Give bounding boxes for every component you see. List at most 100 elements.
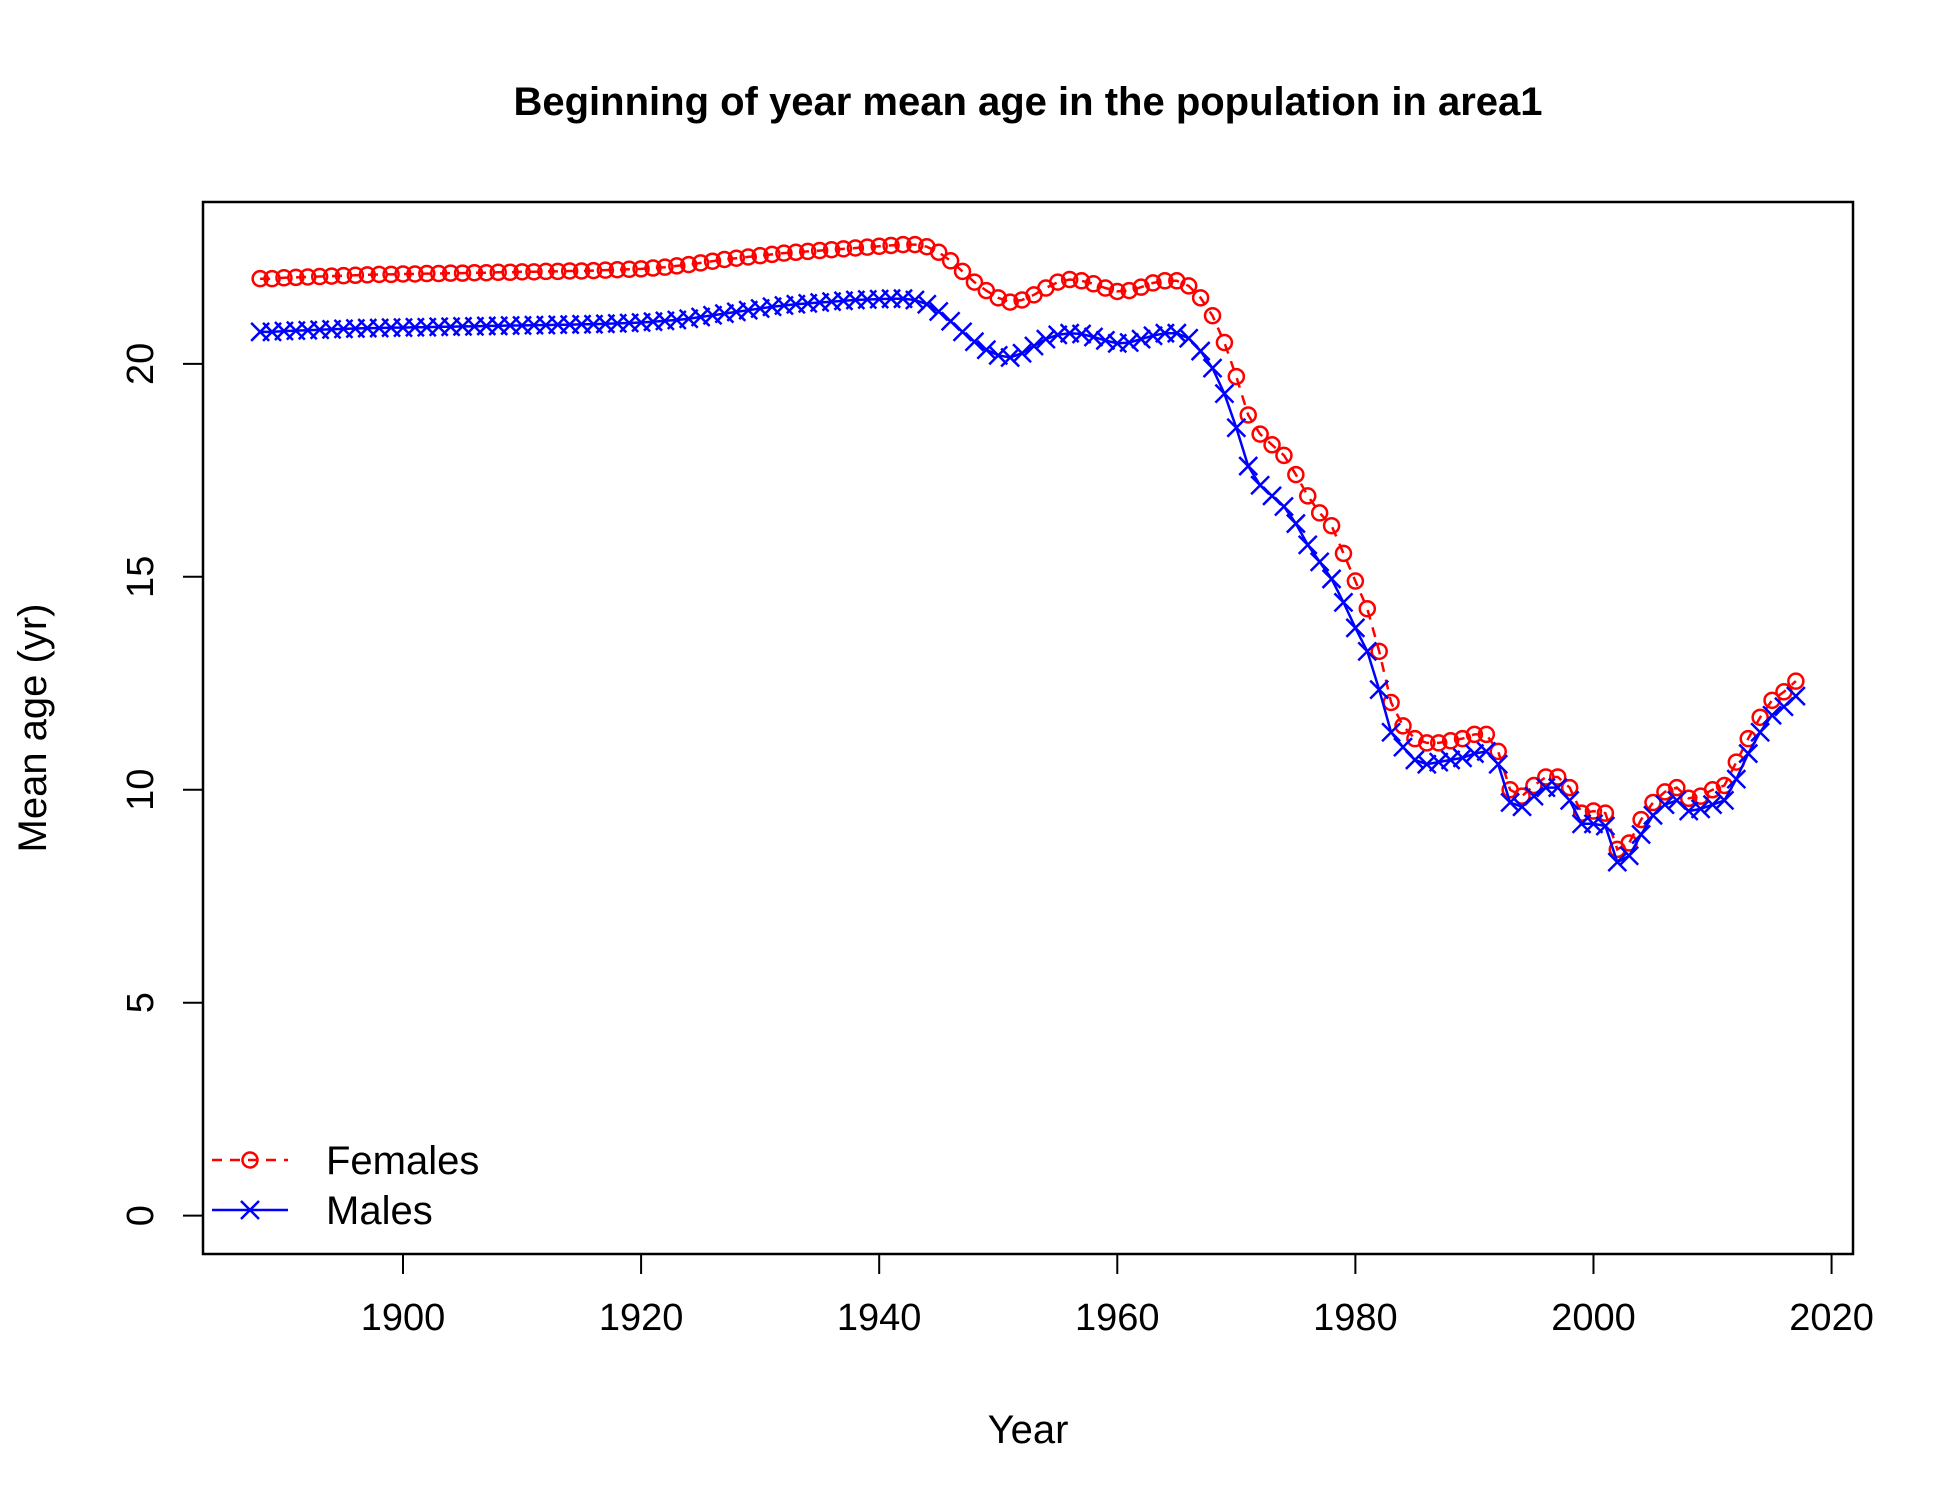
y-axis-label: Mean age (yr) — [11, 604, 55, 853]
data-point — [1441, 732, 1460, 750]
data-point — [429, 264, 448, 283]
data-point — [1644, 793, 1662, 812]
data-point — [394, 265, 412, 283]
data-point — [1655, 794, 1675, 815]
data-point — [1668, 778, 1686, 797]
data-point — [1549, 768, 1567, 786]
data-point — [263, 269, 281, 288]
data-point — [310, 267, 329, 286]
data-point — [1619, 845, 1640, 866]
data-point — [537, 262, 555, 281]
data-point — [1631, 824, 1651, 845]
data-point — [620, 260, 638, 279]
data-point — [834, 240, 853, 258]
data-point — [1072, 272, 1091, 290]
data-point — [1381, 722, 1401, 743]
data-point — [1489, 742, 1507, 761]
data-point — [1321, 569, 1342, 589]
data-point — [668, 257, 686, 275]
data-point — [1203, 306, 1222, 325]
data-point — [1179, 277, 1198, 295]
data-point — [1394, 717, 1412, 735]
data-point — [572, 262, 591, 280]
data-point — [989, 289, 1007, 307]
data-point — [953, 262, 972, 281]
data-point — [965, 273, 984, 291]
data-point — [810, 241, 829, 260]
data-point — [1238, 456, 1259, 476]
legend: Females Males — [212, 1139, 479, 1233]
data-point — [846, 239, 865, 257]
x-axis-label: Year — [988, 1408, 1069, 1452]
data-point — [1702, 794, 1723, 815]
data-point — [775, 244, 793, 262]
x-tick-label: 1940 — [837, 1297, 922, 1339]
legend-label: Females — [326, 1139, 479, 1183]
x-tick-label: 2020 — [1789, 1297, 1874, 1339]
y-tick-label: 0 — [120, 1205, 162, 1226]
data-point — [799, 242, 817, 261]
data-point — [679, 255, 698, 274]
legend-item-females: Females — [212, 1139, 479, 1183]
data-point — [1143, 325, 1163, 346]
data-point — [1285, 513, 1306, 534]
data-point — [1370, 642, 1388, 661]
data-point — [322, 267, 341, 285]
data-point — [513, 263, 531, 281]
data-point — [1049, 273, 1067, 291]
data-point — [763, 245, 781, 264]
x-tick-label: 2000 — [1551, 1297, 1636, 1339]
legend-label: Males — [326, 1189, 433, 1233]
data-point — [1215, 333, 1234, 352]
data-point — [1035, 329, 1056, 350]
data-point — [916, 294, 937, 315]
data-point — [1012, 343, 1032, 364]
data-point — [1537, 768, 1555, 786]
data-point — [346, 266, 365, 285]
data-point — [882, 236, 900, 255]
x-tick-label: 1960 — [1075, 1297, 1160, 1339]
data-point — [608, 260, 627, 279]
data-point — [1429, 734, 1448, 752]
data-point — [1299, 487, 1317, 505]
data-point — [287, 268, 305, 287]
data-point — [406, 265, 424, 283]
data-point — [1358, 599, 1377, 618]
data-point — [1559, 790, 1580, 811]
data-point — [952, 322, 973, 342]
data-point — [1322, 516, 1341, 535]
y-tick-label: 10 — [120, 769, 162, 811]
data-point — [1488, 754, 1509, 775]
data-point — [976, 339, 997, 360]
data-point — [1202, 358, 1223, 378]
data-point — [1333, 592, 1354, 613]
data-point — [1190, 341, 1211, 361]
data-point — [1239, 406, 1257, 424]
data-point — [1120, 281, 1138, 300]
data-point — [1762, 705, 1782, 726]
data-point — [1560, 778, 1579, 797]
data-point — [549, 262, 567, 281]
data-point — [787, 243, 805, 262]
data-point — [941, 252, 960, 270]
data-point — [382, 265, 400, 284]
data-point — [275, 269, 293, 287]
data-point — [1464, 743, 1485, 764]
data-point — [1525, 776, 1543, 795]
data-point — [1297, 534, 1318, 555]
data-point — [1084, 275, 1103, 293]
data-point — [1416, 754, 1437, 775]
data-point — [1679, 789, 1698, 808]
data-point — [632, 260, 650, 278]
data-point — [584, 261, 603, 280]
data-point — [501, 263, 519, 282]
data-point — [1595, 816, 1616, 836]
data-point — [1787, 672, 1805, 690]
data-point — [465, 263, 484, 282]
data-point — [1572, 804, 1591, 822]
data-point — [656, 258, 674, 276]
data-point — [1334, 544, 1353, 563]
data-point — [1309, 552, 1330, 572]
data-point — [441, 264, 460, 282]
